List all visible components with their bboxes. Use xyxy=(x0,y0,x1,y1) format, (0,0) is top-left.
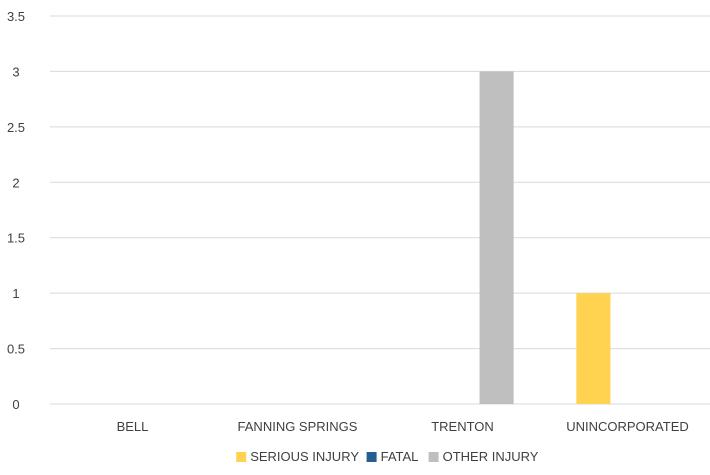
bar-serious-injury-unincorporated xyxy=(576,293,611,404)
y-tick-label: 2.5 xyxy=(7,120,25,135)
legend-label: OTHER INJURY xyxy=(443,449,539,464)
y-tick-label: 3 xyxy=(12,64,19,79)
y-tick-label: 0.5 xyxy=(7,342,25,357)
gridlines xyxy=(50,15,710,405)
legend-swatch xyxy=(428,452,439,462)
x-tick-label: BELL xyxy=(117,419,149,434)
bars xyxy=(479,71,611,404)
y-tick-label: 1.5 xyxy=(7,231,25,246)
legend: SERIOUS INJURY FATAL OTHER INJURY xyxy=(236,449,539,464)
x-axis-labels: BELL FANNING SPRINGS TRENTON UNINCORPORATED xyxy=(117,419,689,434)
y-tick-label: 3.5 xyxy=(7,9,25,24)
legend-label: FATAL xyxy=(381,449,419,464)
y-tick-label: 1 xyxy=(12,286,19,301)
x-tick-label: FANNING SPRINGS xyxy=(238,419,358,434)
x-tick-label: UNINCORPORATED xyxy=(566,419,689,434)
legend-swatch xyxy=(236,452,247,462)
y-tick-label: 2 xyxy=(12,175,19,190)
legend-swatch xyxy=(366,452,377,462)
y-axis-ticks: 0 0.5 1 1.5 2 2.5 3 3.5 xyxy=(7,9,25,412)
x-tick-label: TRENTON xyxy=(431,419,494,434)
bar-other-injury-trenton xyxy=(479,71,514,404)
y-tick-label: 0 xyxy=(12,397,19,412)
legend-label: SERIOUS INJURY xyxy=(250,449,359,464)
